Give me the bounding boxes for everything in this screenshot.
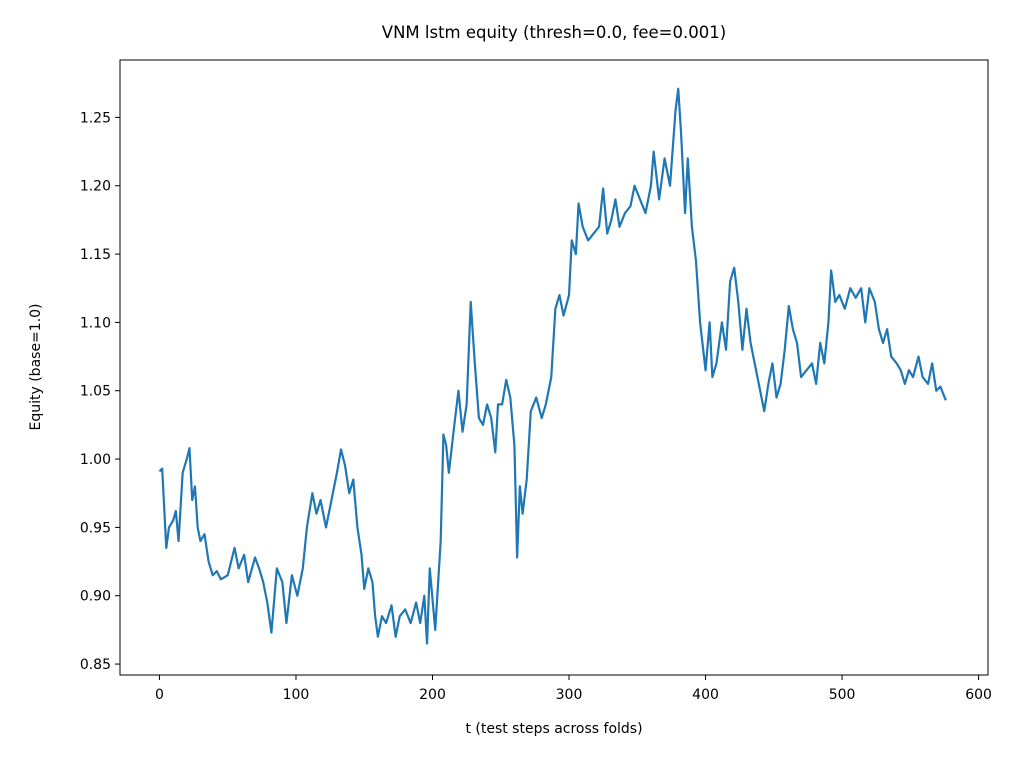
y-tick-label: 1.15 (80, 247, 111, 263)
x-tick-label: 0 (155, 687, 164, 703)
y-tick-label: 1.05 (80, 384, 111, 400)
y-tick-label: 1.10 (80, 315, 111, 331)
x-tick-label: 300 (556, 687, 583, 703)
x-tick-label: 500 (829, 687, 856, 703)
plot-frame (119, 59, 989, 676)
y-tick-label: 1.25 (80, 110, 111, 126)
chart-title: VNM lstm equity (thresh=0.0, fee=0.001) (382, 23, 726, 42)
x-tick-label: 200 (419, 687, 446, 703)
y-axis-label: Equity (base=1.0) (28, 303, 44, 430)
x-tick-label: 100 (283, 687, 310, 703)
x-tick-label: 600 (965, 687, 992, 703)
y-tick-label: 1.20 (80, 179, 111, 195)
y-tick-label: 0.85 (80, 657, 111, 673)
y-tick-label: 1.00 (80, 452, 111, 468)
x-axis-label: t (test steps across folds) (465, 721, 642, 737)
equity-line (158, 87, 947, 645)
y-tick-label: 0.90 (80, 589, 111, 605)
y-tick-label: 0.95 (80, 520, 111, 536)
x-tick-label: 400 (692, 687, 719, 703)
